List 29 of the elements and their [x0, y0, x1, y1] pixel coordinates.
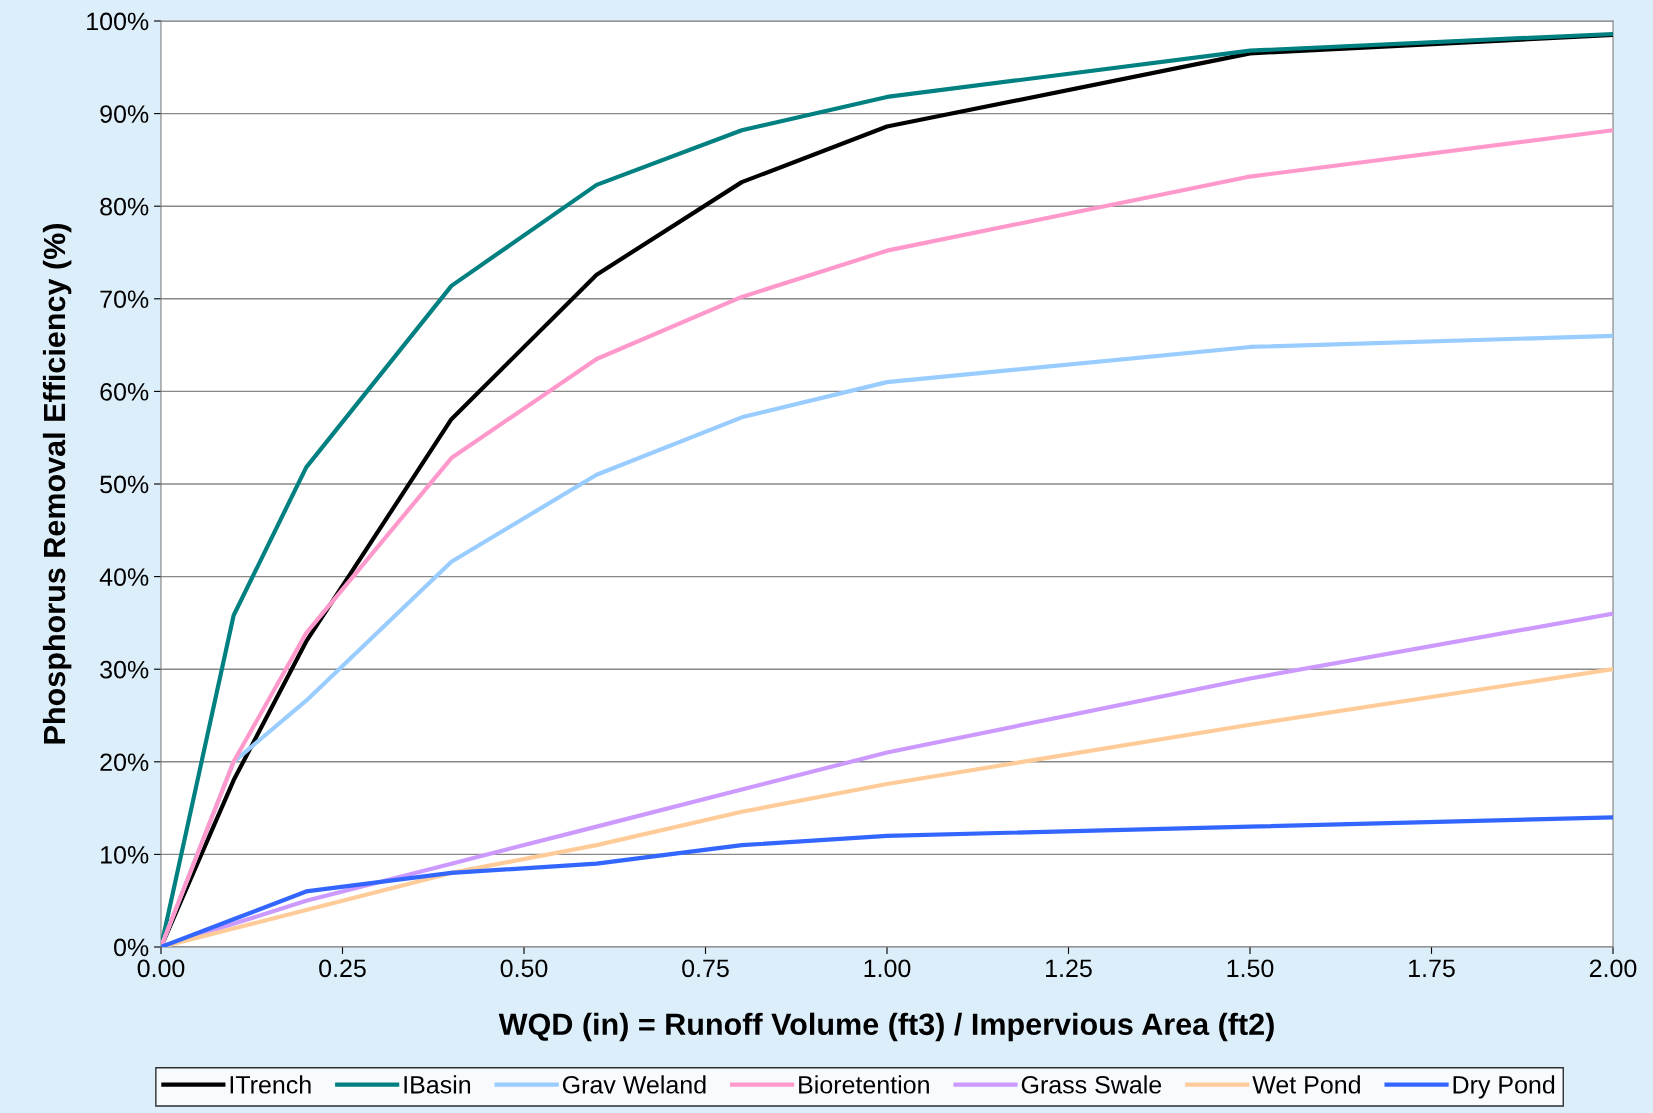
y-tick-label: 10% — [101, 846, 149, 864]
x-tick-label: 0.25 — [319, 959, 366, 978]
legend-label: Dry Pond — [1453, 1075, 1555, 1099]
y-tick-label: 80% — [100, 197, 149, 216]
y-tick-label: 90% — [100, 105, 149, 123]
y-tick-label: 20% — [100, 753, 149, 772]
x-axis-title: WQD (in) = Runoff Volume (ft3) / Impervious Area (ft2) — [498, 1012, 1274, 1042]
y-tick-label: 70% — [100, 290, 149, 309]
legend-label: Grass Swale — [1021, 1075, 1162, 1094]
x-tick-label: 0.75 — [682, 959, 729, 978]
y-tick-label: 60% — [100, 383, 149, 401]
x-tick-label: 1.50 — [1227, 959, 1274, 978]
x-tick-label: 1.00 — [864, 959, 911, 978]
y-tick-label: 100% — [87, 12, 149, 31]
x-tick-label: 1.25 — [1046, 959, 1092, 978]
legend-label: Grav Weland — [562, 1075, 706, 1094]
legend-label: IBasin — [404, 1075, 471, 1094]
x-tick-label: 0.50 — [500, 959, 548, 978]
x-tick-label: 2.00 — [1589, 959, 1637, 978]
y-tick-label: 0% — [114, 938, 149, 957]
legend-label: Wet Pond — [1252, 1075, 1360, 1094]
y-tick-label: 40% — [99, 568, 149, 586]
y-tick-label: 50% — [100, 475, 149, 494]
legend-label: ITrench — [230, 1075, 311, 1094]
y-tick-label: 30% — [100, 660, 149, 679]
x-tick-label: 1.75 — [1409, 959, 1455, 978]
y-axis-title: Phosphorus Removal Efficiency (%) — [42, 224, 72, 744]
legend-label: Bioretention — [799, 1075, 929, 1094]
x-tick-label: 0.00 — [137, 959, 185, 978]
